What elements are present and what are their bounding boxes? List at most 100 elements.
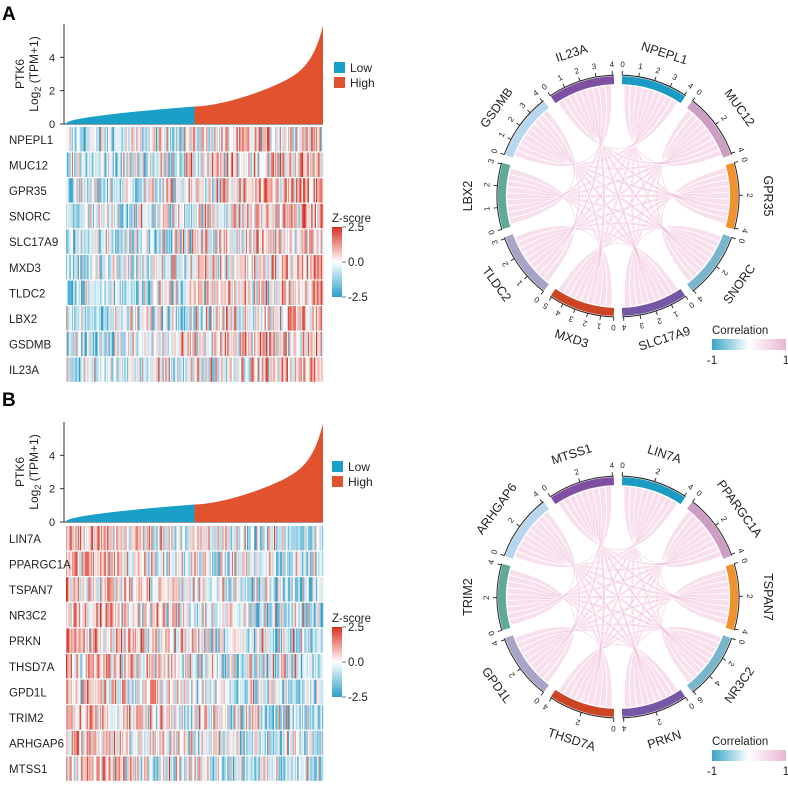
heatmap-cell [282, 127, 284, 152]
heatmap-cell [118, 280, 121, 305]
heatmap-cell [71, 602, 74, 628]
heatmap-cell [304, 654, 306, 679]
heatmap-cell [315, 255, 318, 280]
heatmap-cell [258, 679, 261, 704]
heatmap-cell [315, 306, 318, 331]
heatmap-cell [244, 280, 247, 305]
heatmap-cell [212, 357, 214, 382]
heatmap-cell [279, 255, 282, 280]
heatmap-cell [208, 679, 210, 704]
heatmap-cell [200, 178, 202, 203]
heatmap-cell [245, 255, 248, 280]
heatmap-cell [244, 705, 247, 730]
heatmap-cell [134, 679, 137, 704]
heatmap-cell [105, 178, 108, 203]
chord-link [533, 86, 603, 274]
heatmap-cell [263, 152, 265, 177]
heatmap-cell [277, 152, 279, 177]
heatmap-cell [83, 730, 85, 756]
heatmap-cell [209, 357, 212, 382]
heatmap-cell [113, 577, 116, 602]
heatmap-cell [201, 331, 203, 357]
heatmap-cell [314, 178, 317, 203]
heatmap-cell [110, 127, 112, 152]
heatmap-cell [193, 756, 195, 781]
heatmap-cell [243, 705, 246, 730]
heatmap-cell [233, 730, 235, 756]
heatmap-cell [141, 178, 144, 203]
heatmap-cell [306, 255, 309, 280]
heatmap-cell [256, 730, 258, 756]
sector-tick-label: 2 [500, 259, 510, 268]
heatmap-cell [318, 203, 320, 229]
heatmap-cell [145, 756, 147, 781]
heatmap-cell [206, 654, 208, 679]
heatmap-cell [71, 280, 74, 305]
heatmap-cell [298, 526, 300, 551]
heatmap-cell [89, 679, 91, 704]
heatmap-cell [183, 255, 186, 280]
heatmap-cell [186, 203, 188, 229]
heatmap-cell [123, 730, 125, 756]
heatmap-cell [66, 654, 68, 679]
heatmap-cell [247, 203, 249, 229]
heatmap-cell [96, 577, 98, 602]
heatmap-cell [151, 203, 153, 229]
heatmap-cell [298, 705, 300, 730]
heatmap-cell [256, 203, 258, 229]
heatmap-cell [276, 628, 278, 653]
heatmap-cell [291, 255, 293, 280]
heatmap-cell [96, 551, 98, 576]
heatmap-cell [215, 306, 217, 331]
heatmap-cell [90, 526, 92, 551]
heatmap-cell [234, 756, 236, 781]
heatmap-cell [76, 178, 78, 203]
heatmap-cell [134, 705, 137, 730]
heatmap-cell [314, 730, 317, 756]
heatmap-cell [84, 255, 87, 280]
heatmap-cell [289, 756, 291, 781]
heatmap-cell [249, 628, 251, 653]
heatmap-cell [188, 654, 191, 679]
heatmap-cell [230, 306, 233, 331]
heatmap-cell [306, 178, 309, 203]
heatmap-cell [77, 306, 80, 331]
heatmap-cell [153, 357, 156, 382]
heatmap-cell [185, 152, 187, 177]
heatmap-cell [300, 357, 303, 382]
heatmap-cell [89, 229, 91, 254]
heatmap-cell [210, 679, 213, 704]
heatmap-cell [216, 551, 219, 576]
heatmap-cell [255, 526, 257, 551]
chord-link [568, 494, 729, 613]
heatmap-cell [99, 152, 102, 177]
heatmap-cell [249, 357, 251, 382]
heatmap-cell [250, 229, 253, 254]
heatmap-cell [172, 730, 174, 756]
heatmap-cell [217, 628, 220, 653]
heatmap-cell [229, 178, 232, 203]
heatmap-cell [109, 577, 111, 602]
heatmap-cell [83, 306, 85, 331]
heatmap-cell [71, 526, 74, 551]
heatmap-cell [217, 152, 220, 177]
heatmap-cell [203, 178, 206, 203]
heatmap-cell [162, 526, 165, 551]
heatmap-cell [164, 178, 166, 203]
heatmap-cell [257, 280, 260, 305]
heatmap-cell [139, 705, 142, 730]
heatmap-cell [293, 756, 296, 781]
heatmap-cell [117, 255, 119, 280]
heatmap-cell [275, 306, 277, 331]
legend-high-label: High [348, 475, 373, 489]
heatmap-cell [291, 577, 293, 602]
heatmap-cell [255, 331, 257, 357]
heatmap-cell [74, 628, 76, 653]
heatmap-cell [271, 127, 274, 152]
zscore-legend-title: Z-score [332, 213, 371, 225]
heatmap-cell [189, 127, 192, 152]
heatmap-cell [293, 152, 296, 177]
heatmap-cell [214, 178, 216, 203]
heatmap-cell [221, 602, 223, 628]
